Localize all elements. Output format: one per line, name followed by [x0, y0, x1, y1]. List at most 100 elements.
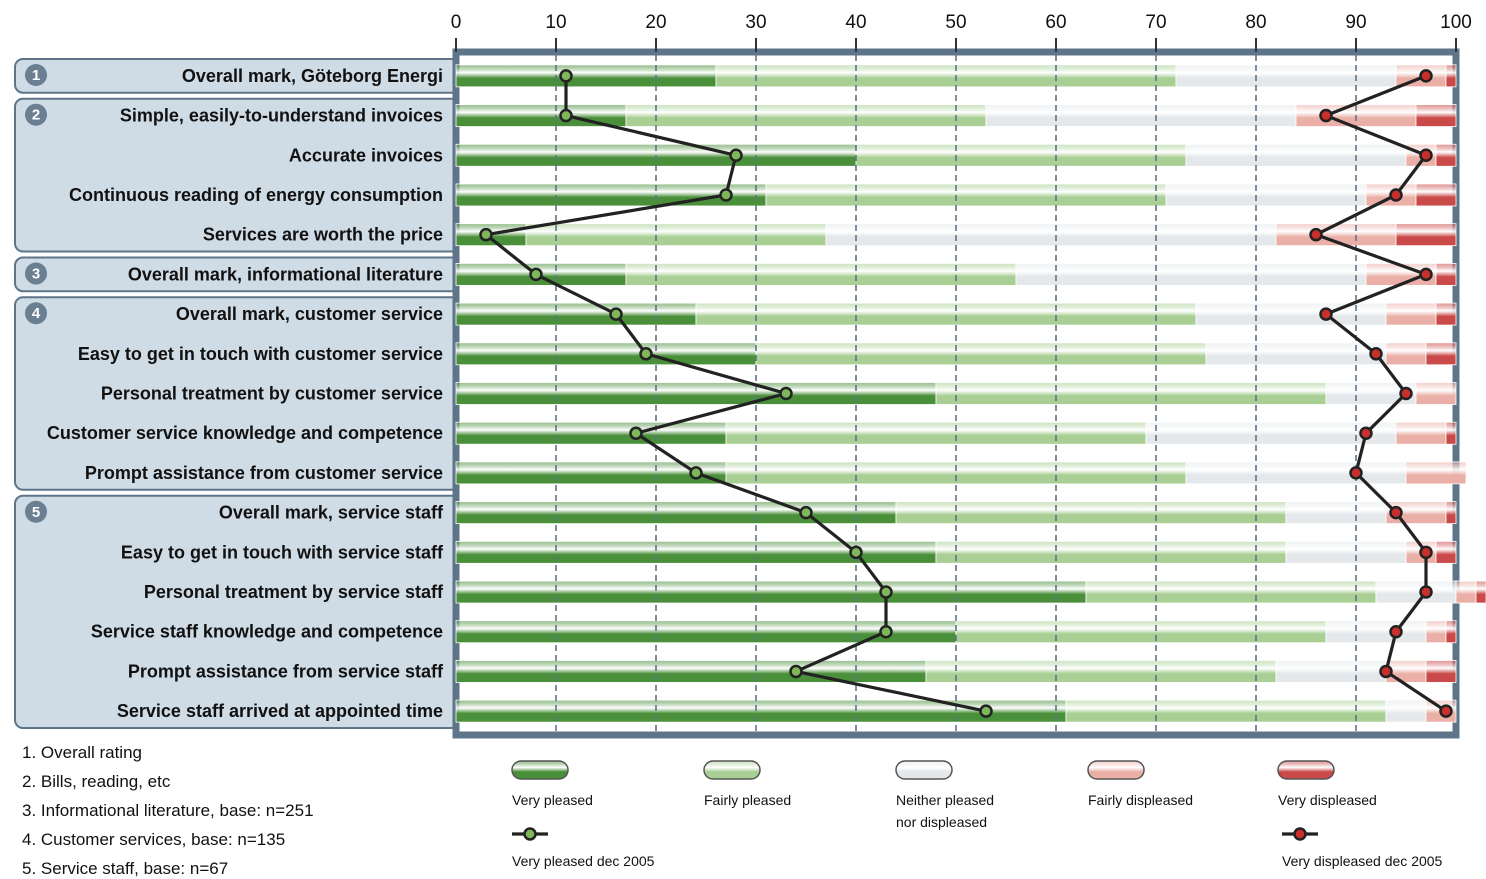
trend-marker — [1379, 664, 1393, 679]
trend-marker — [719, 188, 733, 202]
group-boxes: 1 2 3 4 5 — [14, 58, 462, 729]
legend-line-label: Very displeased dec 2005 — [1282, 853, 1443, 869]
bar-segment — [985, 104, 1297, 127]
tick-label: 20 — [645, 12, 666, 33]
trend-marker — [559, 69, 573, 83]
legend-line-marker — [523, 827, 537, 841]
row-label: Personal treatment by customer service — [101, 384, 443, 404]
bar-segment — [455, 421, 727, 445]
bar-segment — [1435, 540, 1457, 564]
trend-marker — [1419, 69, 1433, 83]
x-axis-ticks: 0 10 20 30 40 50 60 70 80 90 100 — [451, 12, 1472, 52]
group-box-5 — [14, 494, 462, 729]
tick-label: 60 — [1045, 12, 1066, 33]
bar-segment — [1285, 501, 1387, 525]
legend-line-label: Very pleased dec 2005 — [512, 853, 655, 869]
note-line: 4. Customer services, base: n=135 — [22, 830, 285, 849]
trend-marker — [1419, 545, 1433, 560]
bar-segment — [1415, 183, 1457, 207]
bar-segment — [1425, 620, 1447, 644]
bar-segment — [1325, 620, 1427, 644]
trend-marker — [629, 426, 643, 440]
bar-segment — [1425, 660, 1457, 683]
bar-segment — [855, 143, 1187, 167]
bar-segment — [625, 104, 987, 127]
bar-segment — [1445, 620, 1457, 644]
group-number: 3 — [32, 266, 40, 283]
note-line: 1. Overall rating — [22, 743, 142, 762]
bar-segment — [455, 540, 937, 564]
trend-marker — [779, 386, 793, 401]
row-label: Services are worth the price — [203, 225, 443, 245]
bar-segment — [1065, 699, 1387, 723]
trend-marker — [1419, 585, 1433, 599]
bar-segment — [1145, 421, 1397, 445]
bar-segment — [1435, 143, 1457, 167]
row-labels: Overall mark, Göteborg Energi Simple, eas… — [47, 66, 444, 721]
trend-marker — [1419, 148, 1433, 163]
bar-segment — [455, 302, 697, 326]
bar-segment — [935, 382, 1327, 405]
bar-segment — [935, 540, 1287, 564]
group-number: 4 — [32, 305, 41, 322]
bar-segment — [1395, 421, 1447, 445]
bar-segment — [1405, 461, 1467, 485]
bar-segment — [765, 183, 1167, 207]
group-number: 5 — [32, 504, 40, 521]
group-number-badge — [25, 103, 47, 126]
legend-line-marker — [1293, 827, 1307, 841]
bar-segment — [1185, 461, 1407, 485]
bar-segment — [715, 64, 1177, 88]
bar-segment — [1395, 223, 1457, 247]
group-number-badge — [25, 500, 47, 523]
trend-lines — [479, 69, 1453, 718]
trend-marker — [1389, 624, 1403, 639]
bar-segment — [755, 342, 1207, 366]
bar-segment — [1175, 64, 1397, 88]
bar-segment — [1385, 342, 1427, 366]
bar-segment — [1085, 580, 1377, 604]
bar-segment — [1285, 540, 1407, 564]
bar-segment — [1445, 501, 1457, 525]
group-number: 2 — [32, 107, 40, 124]
bar-segment — [455, 699, 1067, 723]
trend-marker — [1419, 267, 1433, 282]
legend-swatch — [1087, 760, 1145, 780]
tick-label: 90 — [1345, 12, 1366, 33]
tick-label: 10 — [545, 12, 566, 33]
bars — [455, 64, 1486, 723]
row-label: Service staff arrived at appointed time — [117, 701, 443, 721]
trend-marker — [1389, 188, 1403, 202]
bar-segment — [895, 501, 1287, 525]
trend-marker — [1389, 505, 1403, 520]
legend-label: Neither pleased — [896, 792, 994, 808]
row-label: Prompt assistance from customer service — [85, 463, 443, 483]
bar-segment — [1415, 104, 1457, 127]
row-label: Overall mark, Göteborg Energi — [182, 66, 443, 86]
bar-segment — [1445, 421, 1457, 445]
group-number: 1 — [32, 67, 40, 84]
bar-segment — [455, 580, 1087, 604]
trend-marker — [1319, 307, 1333, 321]
legend-label: Very pleased — [512, 792, 593, 808]
bar-segment — [525, 223, 827, 247]
bar-segment — [1455, 580, 1477, 604]
tick-label: 80 — [1245, 12, 1266, 33]
bar-segment — [1165, 183, 1367, 207]
row-label: Overall mark, service staff — [219, 503, 444, 523]
trend-marker — [789, 664, 803, 679]
trend-marker — [1399, 386, 1413, 401]
trend-marker — [1349, 466, 1363, 480]
row-label: Overall mark, informational literature — [128, 264, 443, 284]
row-label: Service staff knowledge and competence — [91, 622, 443, 642]
legend-label: Very displeased — [1278, 792, 1377, 808]
legend-swatch — [703, 760, 761, 780]
trend-marker — [1359, 426, 1373, 440]
bar-segment — [955, 620, 1327, 644]
trend-marker — [879, 585, 893, 599]
bar-segment — [725, 421, 1147, 445]
legend-swatch — [895, 760, 953, 780]
bar-segment — [1375, 580, 1457, 604]
trend-marker — [689, 466, 703, 480]
bar-segment — [1205, 342, 1387, 366]
